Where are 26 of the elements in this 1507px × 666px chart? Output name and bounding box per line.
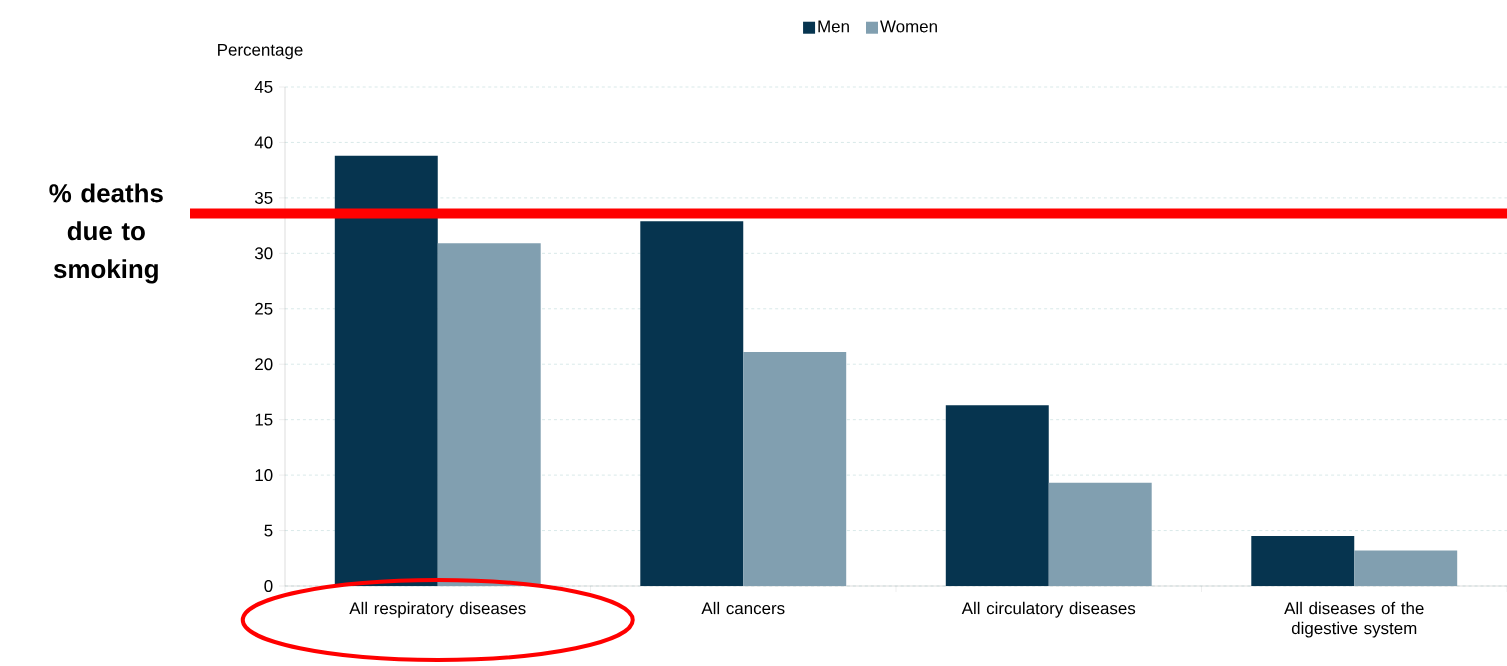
x-tick-label: All respiratory diseases: [349, 601, 526, 618]
legend-label: Women: [880, 20, 937, 33]
bar: [437, 243, 541, 586]
bar: [640, 221, 744, 586]
y-tick-label: 40: [254, 136, 273, 149]
y-axis-title: Percentage: [218, 43, 303, 60]
y-tick-label: 45: [254, 81, 273, 93]
bar: [1048, 482, 1152, 586]
y-tick-label: 30: [254, 247, 273, 260]
x-tick-label: All cancers: [701, 601, 785, 615]
ref-line-label: % deaths due to smoking: [49, 183, 163, 284]
bar: [743, 352, 847, 586]
bar: [334, 155, 438, 586]
y-tick-label: 10: [255, 469, 273, 482]
bar: [1354, 550, 1458, 586]
bar: [1251, 536, 1355, 586]
y-tick-label: 0: [264, 580, 273, 592]
y-tick-label: 15: [255, 413, 273, 426]
x-tick-label: All circulatory diseases: [961, 601, 1136, 618]
legend-label: Men: [818, 20, 849, 33]
y-tick-label: 5: [264, 524, 273, 537]
bar: [945, 405, 1049, 586]
x-tick-label: All diseases of the digestive system: [1284, 601, 1424, 638]
y-tick-label: 20: [255, 358, 273, 371]
y-tick-label: 35: [254, 191, 273, 204]
y-tick-label: 25: [255, 302, 273, 315]
